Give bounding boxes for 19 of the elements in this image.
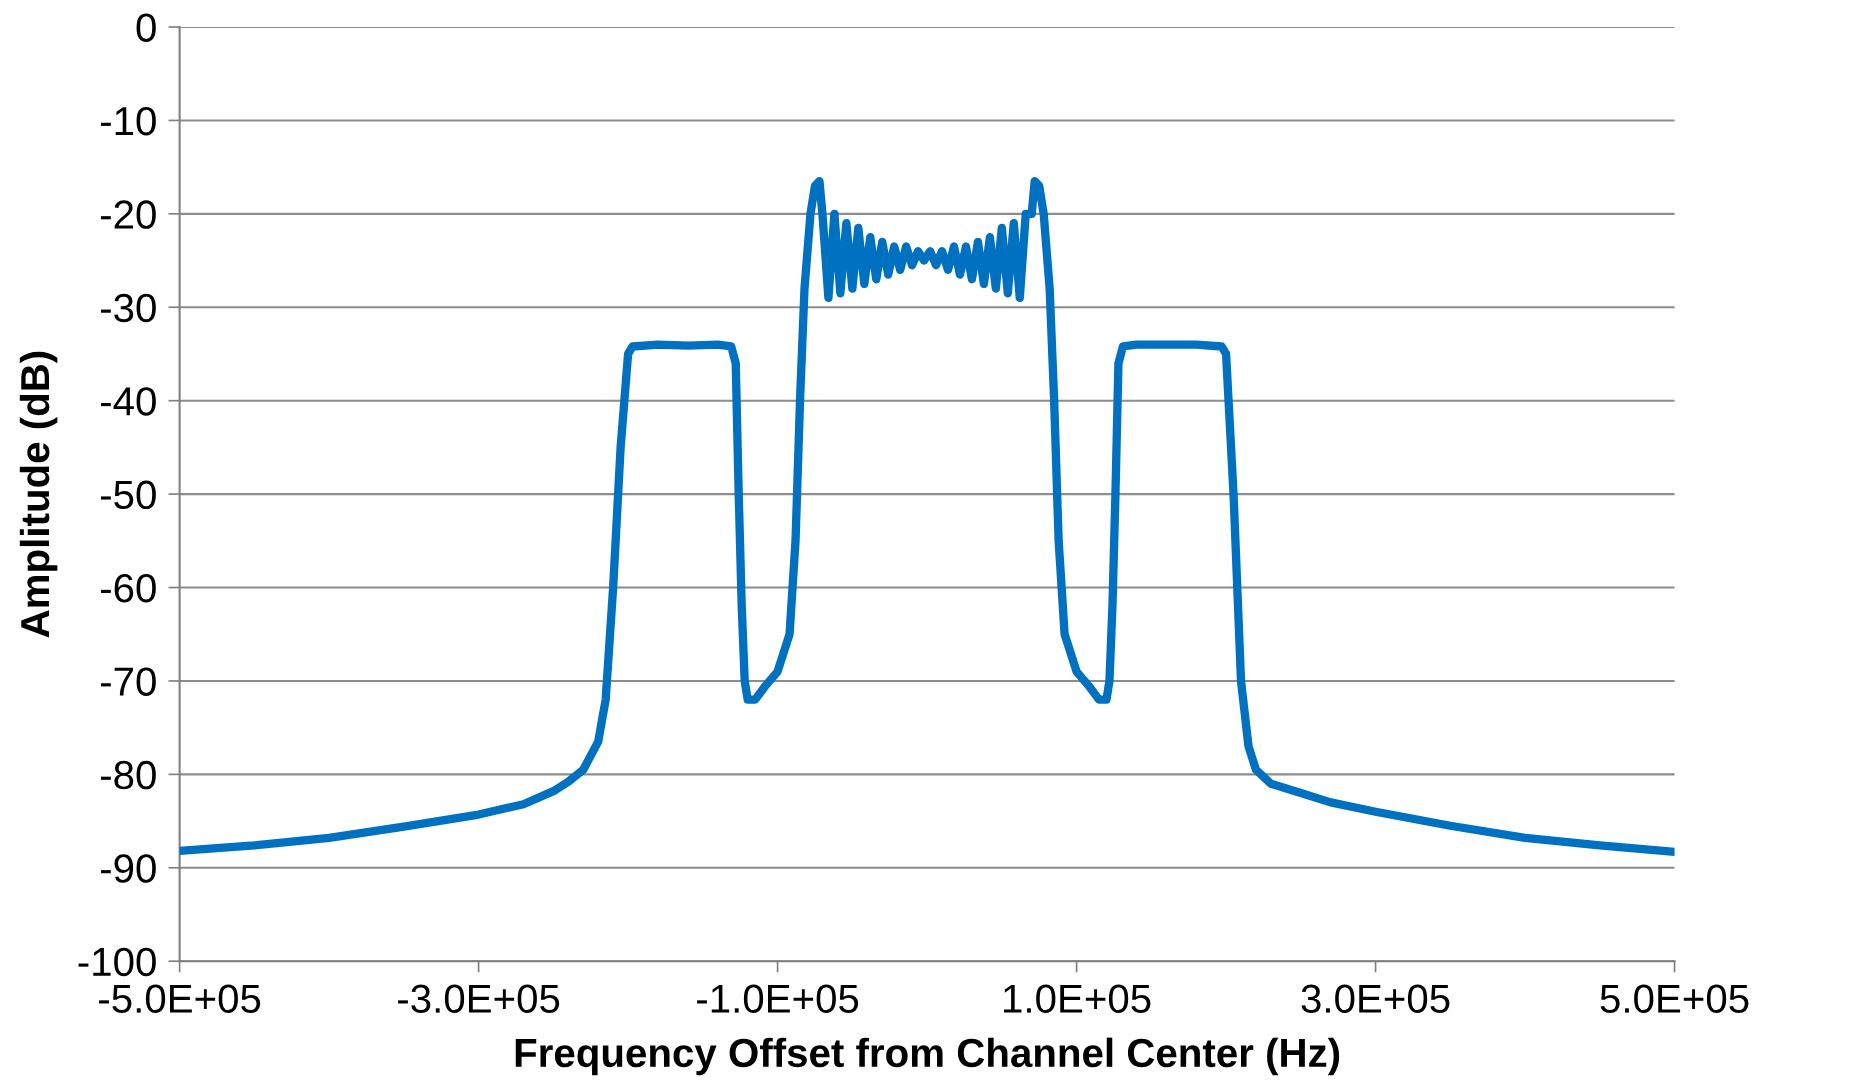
x-tick-label: 3.0E+05 <box>1301 984 1450 1014</box>
y-tick-label: -20 <box>100 200 156 229</box>
y-tick-label: -70 <box>100 667 156 696</box>
x-tick-label: -1.0E+05 <box>697 984 859 1014</box>
y-axis-title: Amplitude (dB) <box>19 351 58 638</box>
x-tick-label: -3.0E+05 <box>398 984 560 1014</box>
y-tick-label: -50 <box>100 480 156 510</box>
x-tick-label: -5.0E+05 <box>99 984 261 1014</box>
y-tick-label: -80 <box>100 760 156 790</box>
y-tick-label: -30 <box>100 293 156 323</box>
x-axis-title: Frequency Offset from Channel Center (Hz) <box>515 1037 1340 1076</box>
y-tick-label: 0 <box>136 13 156 42</box>
y-tick-label: -10 <box>100 106 156 136</box>
y-tick-label: -90 <box>100 854 156 883</box>
x-tick-label: 5.0E+05 <box>1600 984 1749 1014</box>
x-tick-label: 1.0E+05 <box>1004 984 1151 1014</box>
y-tick-label: -40 <box>100 387 156 416</box>
y-tick-label: -100 <box>78 947 156 977</box>
y-tick-label: -60 <box>100 573 156 603</box>
